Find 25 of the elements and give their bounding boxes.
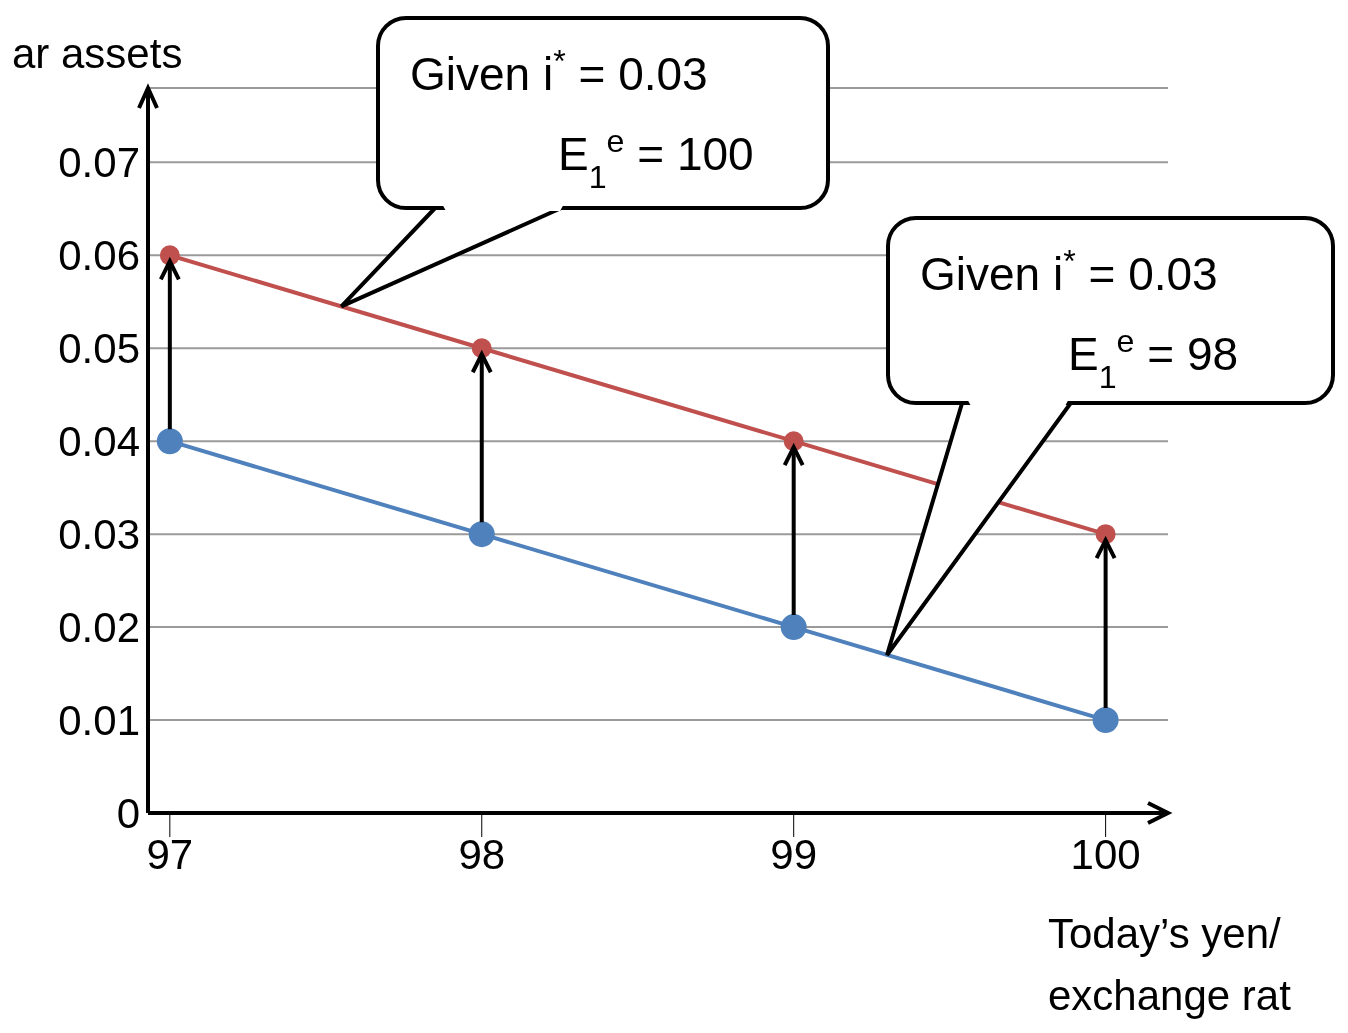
annotation: Given i$^{*}$ = 0.03 E$_{1}$$^{e}$ = 98 <box>920 243 1239 395</box>
x-axis-title: Today’s yen/ exchange rat <box>1048 910 1292 1019</box>
y-tick-label: 0.05 <box>58 325 140 373</box>
point <box>156 428 183 455</box>
annotation: Given i$^{*}$ = 0.03 E$_{1}$$^{e}$ = 100 <box>410 43 754 195</box>
y-tick-label: 0 <box>116 789 140 837</box>
y-tick-label: 0.04 <box>58 418 140 466</box>
point <box>1092 707 1119 734</box>
point <box>783 431 804 452</box>
y-tick-label: 0.07 <box>58 139 140 187</box>
point <box>468 521 495 548</box>
speech-bubble: Given i$^{*}$ = 0.03 E$_{1}$$^{e}$ = 98 <box>885 216 1335 657</box>
y-tick-label: 0.02 <box>58 604 140 652</box>
y-tick-label: 0.03 <box>58 511 140 559</box>
point <box>1095 524 1116 545</box>
point <box>471 338 492 359</box>
x-tick-label: 97 <box>146 830 194 878</box>
x-tick-label: 98 <box>458 830 506 878</box>
y-tick-label: 0.01 <box>58 696 140 744</box>
point <box>159 245 180 266</box>
point <box>780 614 807 641</box>
y-tick-label: 0.06 <box>58 232 140 280</box>
x-tick-label: 100 <box>1070 830 1141 878</box>
x-tick-label: 99 <box>770 830 818 878</box>
y-axis-title: ar assets <box>12 30 183 77</box>
